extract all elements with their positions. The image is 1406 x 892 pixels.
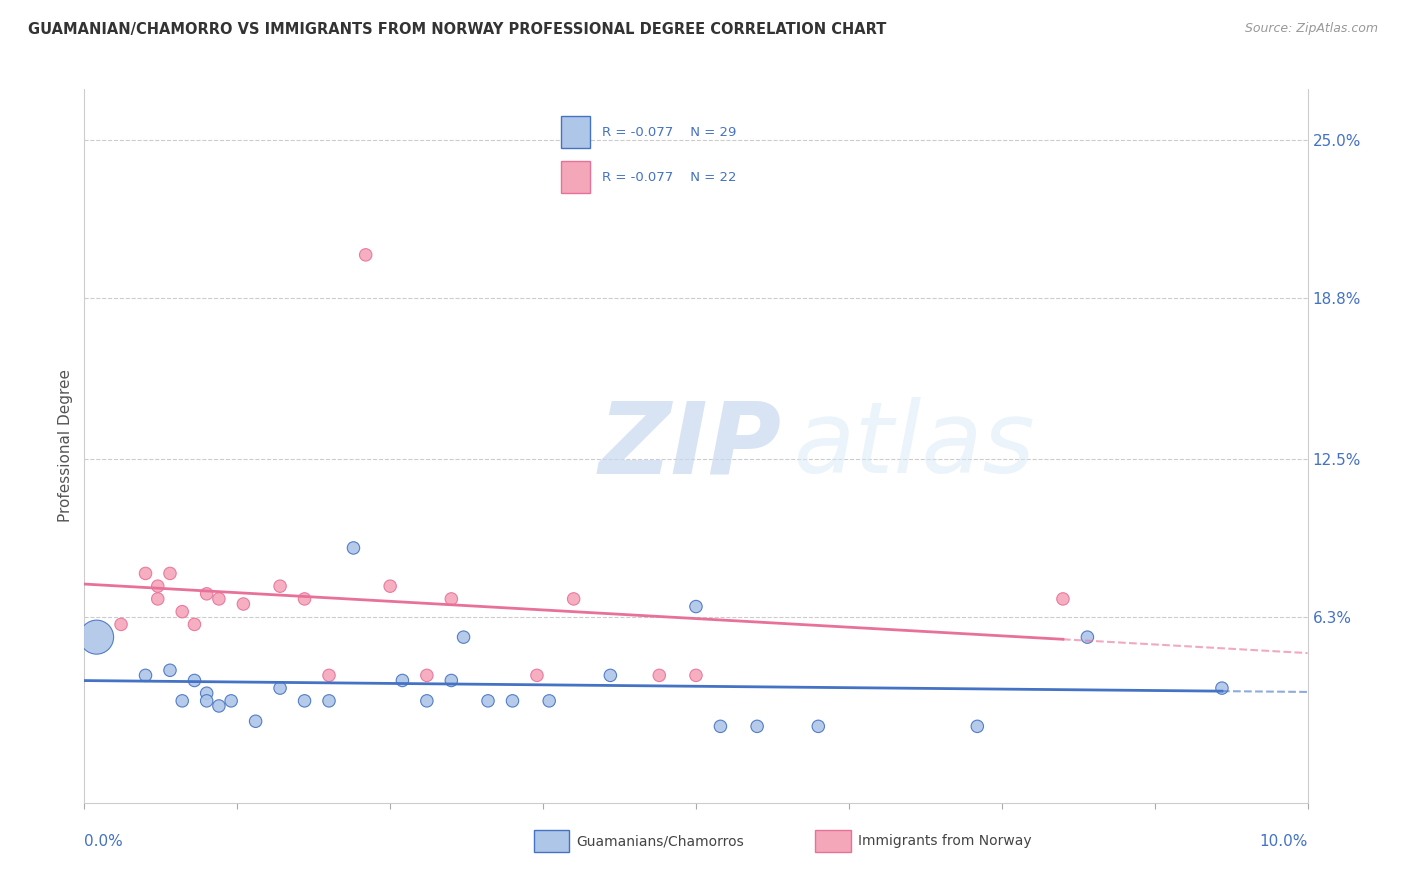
Point: [269, 681, 291, 695]
Point: [172, 694, 194, 708]
Point: [562, 591, 585, 606]
Point: [1076, 630, 1098, 644]
Point: [245, 714, 267, 729]
Point: [342, 541, 364, 555]
Point: [110, 617, 132, 632]
Point: [709, 719, 731, 733]
Point: [502, 694, 524, 708]
Point: [453, 630, 475, 644]
Point: [135, 668, 157, 682]
Point: [354, 248, 377, 262]
Point: [172, 605, 194, 619]
Point: [294, 694, 316, 708]
Point: [391, 673, 413, 688]
Point: [599, 668, 621, 682]
Point: [183, 673, 205, 688]
Point: [538, 694, 561, 708]
Text: atlas: atlas: [794, 398, 1035, 494]
Point: [807, 719, 830, 733]
Point: [269, 579, 291, 593]
Point: [526, 668, 548, 682]
Point: [966, 719, 988, 733]
Point: [440, 591, 463, 606]
Point: [685, 599, 707, 614]
Point: [219, 694, 242, 708]
Point: [685, 668, 707, 682]
Point: [416, 668, 439, 682]
Point: [208, 698, 231, 713]
Text: 0.0%: 0.0%: [84, 834, 124, 849]
Text: Guamanians/Chamorros: Guamanians/Chamorros: [576, 834, 744, 848]
Point: [86, 630, 108, 644]
Point: [146, 579, 169, 593]
Point: [380, 579, 402, 593]
Text: Source: ZipAtlas.com: Source: ZipAtlas.com: [1244, 22, 1378, 36]
Point: [195, 587, 218, 601]
Point: [159, 566, 181, 581]
Point: [195, 686, 218, 700]
Point: [195, 694, 218, 708]
Point: [159, 663, 181, 677]
Point: [1211, 681, 1233, 695]
Point: [183, 617, 205, 632]
Point: [146, 591, 169, 606]
Point: [416, 694, 439, 708]
Point: [318, 668, 340, 682]
Point: [747, 719, 769, 733]
Point: [440, 673, 463, 688]
Point: [208, 591, 231, 606]
Point: [318, 694, 340, 708]
Point: [1052, 591, 1074, 606]
Point: [232, 597, 254, 611]
Point: [648, 668, 671, 682]
Text: GUAMANIAN/CHAMORRO VS IMMIGRANTS FROM NORWAY PROFESSIONAL DEGREE CORRELATION CHA: GUAMANIAN/CHAMORRO VS IMMIGRANTS FROM NO…: [28, 22, 887, 37]
Text: Immigrants from Norway: Immigrants from Norway: [858, 834, 1031, 848]
Text: ZIP: ZIP: [598, 398, 782, 494]
Text: 10.0%: 10.0%: [1260, 834, 1308, 849]
Point: [294, 591, 316, 606]
Y-axis label: Professional Degree: Professional Degree: [58, 369, 73, 523]
Point: [477, 694, 499, 708]
Point: [135, 566, 157, 581]
